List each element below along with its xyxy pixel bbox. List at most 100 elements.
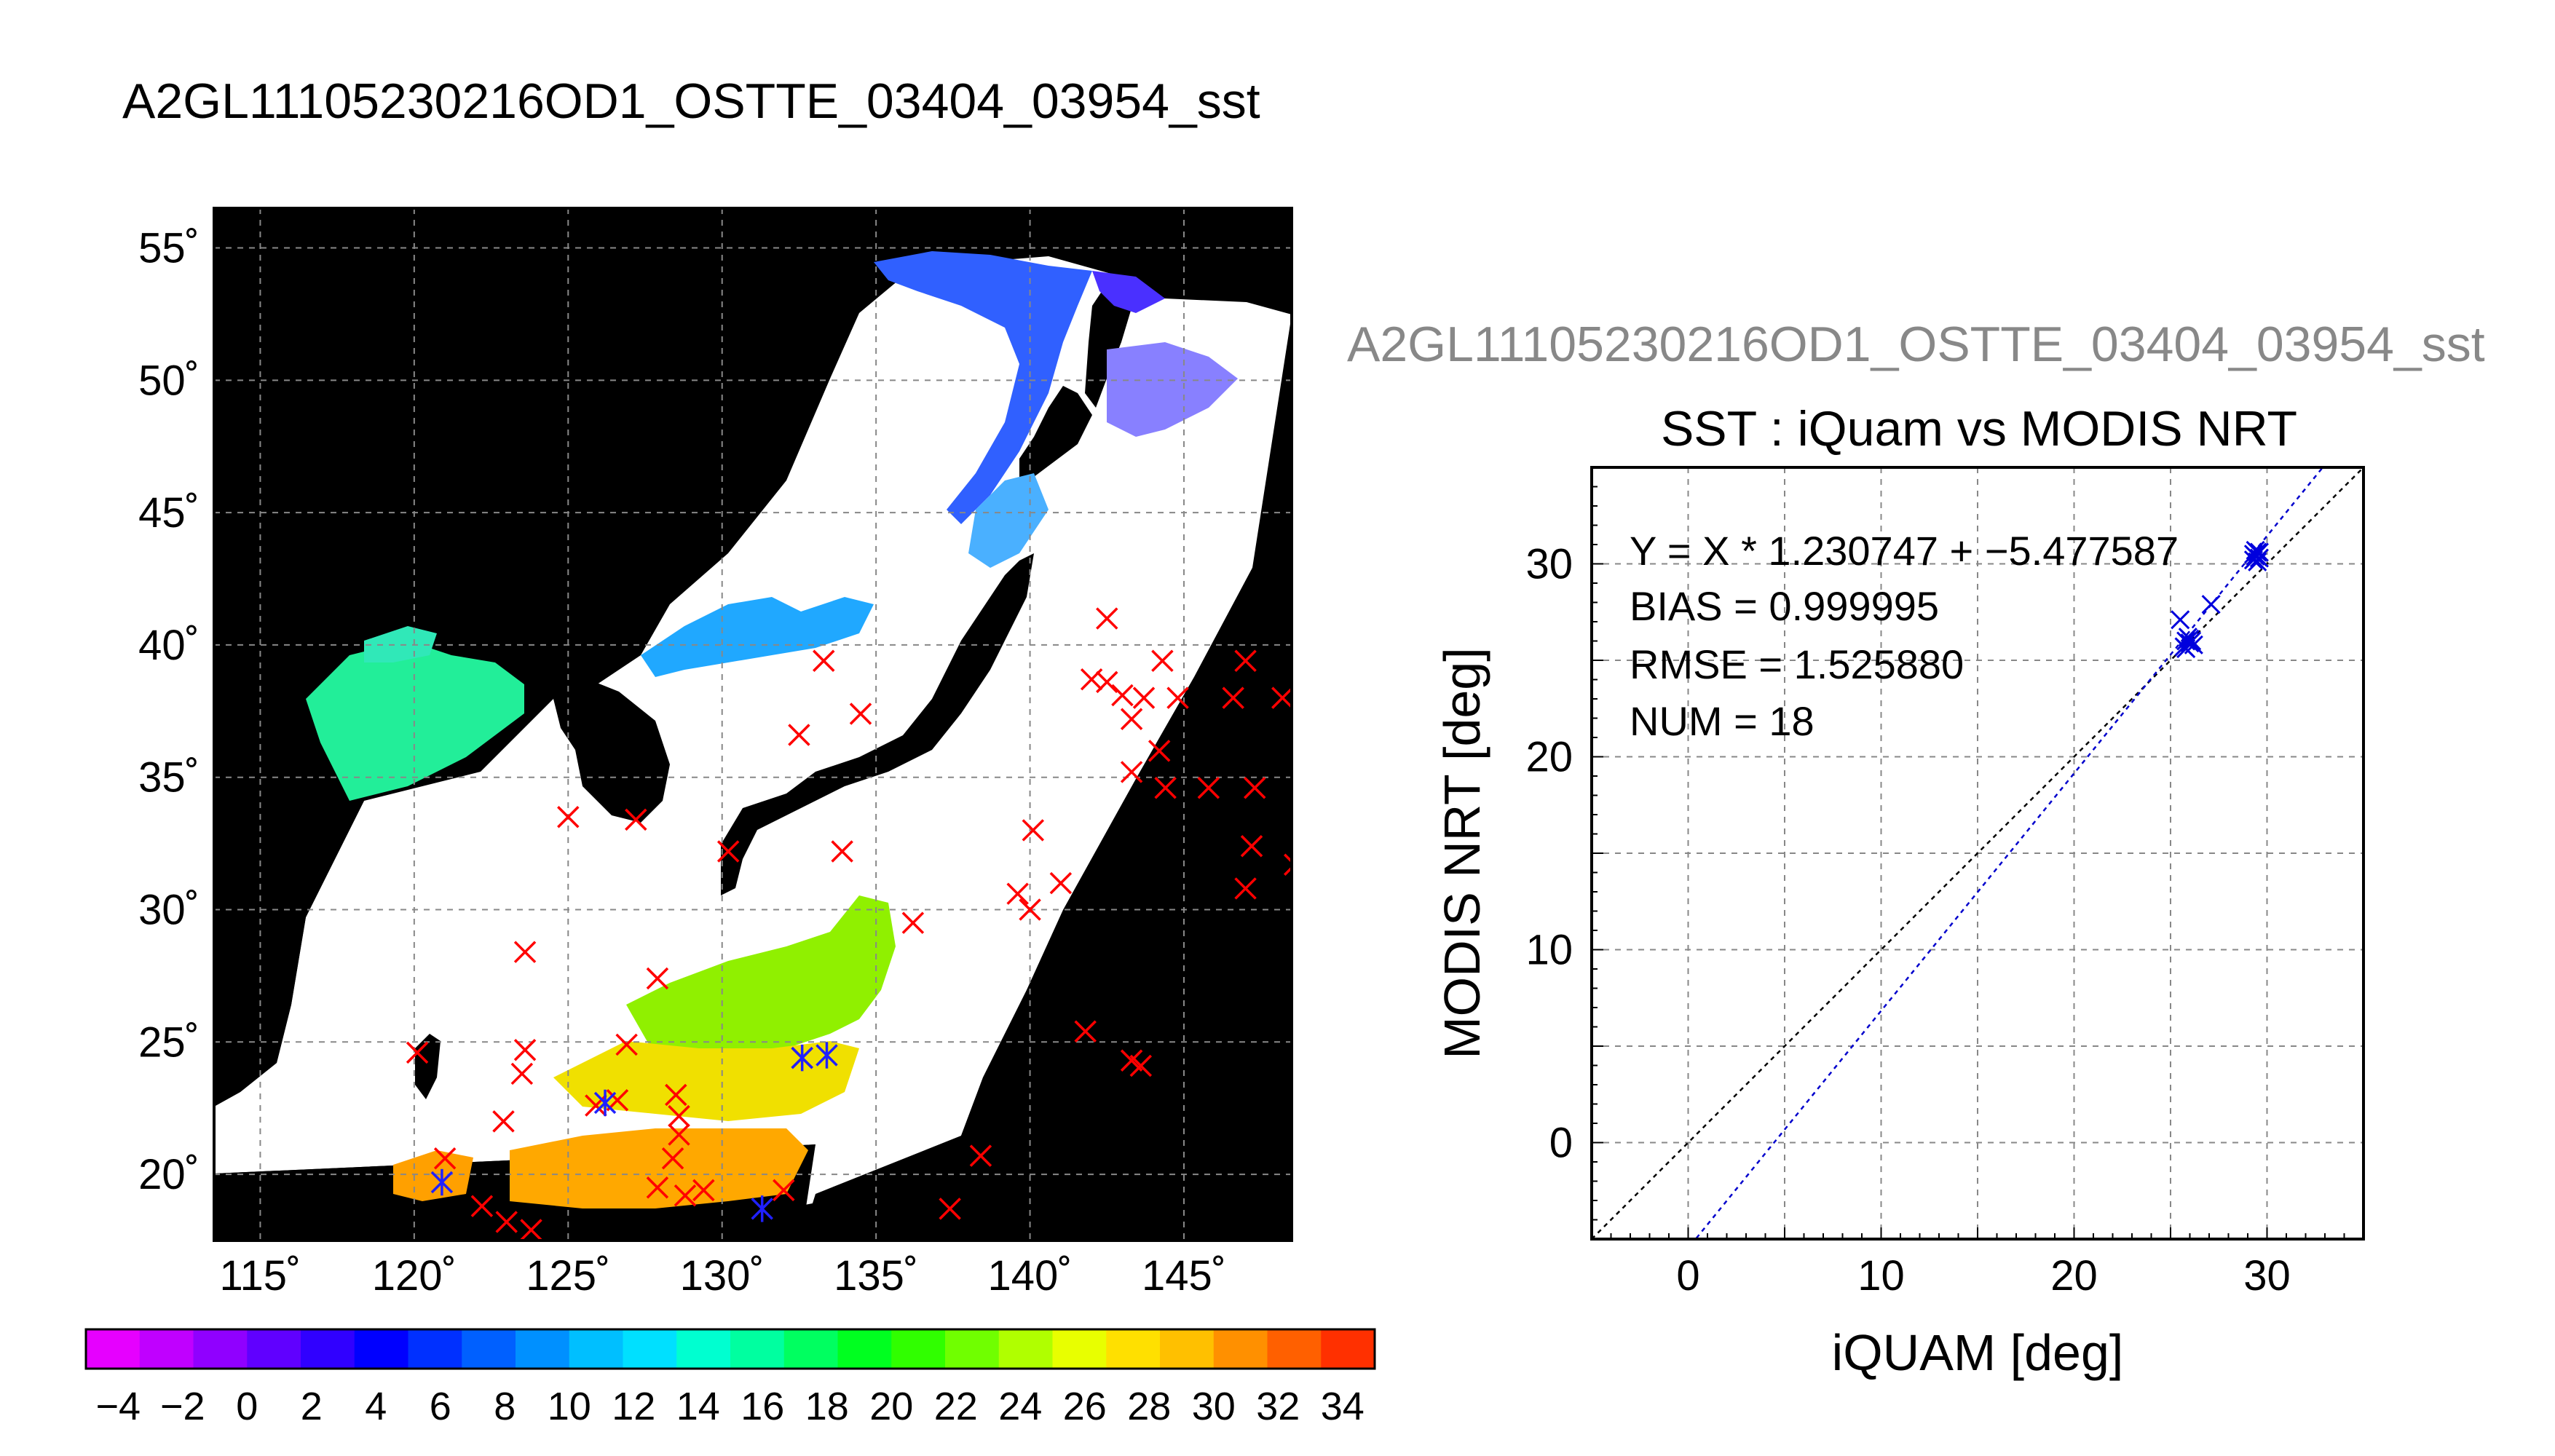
scatter-x-tick-label: 10 <box>1857 1252 1905 1299</box>
map-matchup-red-stroke-b <box>674 1184 697 1207</box>
sst-bohai-yellow-sea <box>306 641 524 801</box>
scatter-point-stroke-b <box>2176 639 2196 659</box>
scatter-y-tick-label: 10 <box>1525 927 1573 974</box>
map-matchup-red-stroke-b <box>668 1104 690 1128</box>
scatter-subtitle: A2GL11105230216OD1_OSTTE_03404_03954_sst <box>1347 317 2485 372</box>
scatter-point <box>2249 542 2269 562</box>
map-matchup-red-stroke-b <box>520 1219 542 1241</box>
colorbar-tick-label: 12 <box>612 1385 655 1428</box>
page-title: A2GL11105230216OD1_OSTTE_03404_03954_sst <box>122 74 1260 129</box>
map-matchup-red-stroke-b <box>831 840 853 863</box>
map-matchup-red-stroke-b <box>668 1123 690 1146</box>
map-matchup-red <box>1096 670 1118 694</box>
colorbar-cell <box>408 1329 463 1369</box>
map-matchup-red <box>1132 687 1156 709</box>
map-matchup-red-stroke-a <box>1283 853 1292 863</box>
map-matchup-red <box>615 1033 638 1056</box>
map-matchup-red <box>849 703 872 725</box>
map-matchup-red-stroke-b <box>495 1211 518 1233</box>
scatter-points <box>2171 540 2269 659</box>
colorbar-tick-label: 4 <box>365 1385 387 1428</box>
map-matchup-red <box>557 806 580 828</box>
map-matchup-blue <box>430 1168 454 1196</box>
scatter-point-stroke-b <box>2243 545 2264 564</box>
colorbar-cell <box>676 1329 731 1369</box>
scatter-point-stroke-b <box>2171 610 2190 630</box>
map-matchup-red <box>513 1038 537 1061</box>
scatter-title: SST : iQuam vs MODIS NRT <box>1661 401 2297 456</box>
colorbar-tick-label: 34 <box>1321 1385 1365 1428</box>
scatter-point <box>2176 639 2196 659</box>
map-matchup-red-stroke-b <box>661 1147 684 1170</box>
map-matchup-red <box>1022 819 1045 842</box>
map-matchup-red <box>788 724 810 746</box>
colorbar-cells <box>86 1329 1375 1369</box>
map-matchup-red-stroke-b <box>665 1083 687 1107</box>
map-matchup-red <box>661 1147 684 1170</box>
sst-south-warm-west <box>393 1150 473 1201</box>
scatter-point-stroke-b <box>2249 548 2269 568</box>
colorbar-tick-label: 28 <box>1127 1385 1171 1428</box>
colorbar-tick-label: 6 <box>430 1385 451 1428</box>
map-matchup-blue <box>816 1042 838 1069</box>
map-matchup-red-stroke-b <box>433 1147 457 1170</box>
map-matchup-red-stroke-b <box>492 1110 515 1133</box>
scatter-lines <box>1592 467 2364 1239</box>
scatter-ylabel: MODIS NRT [deg] <box>1434 647 1490 1059</box>
map-matchup-red-stroke-b <box>646 1176 669 1199</box>
map-y-tick-label: 40˚ <box>138 622 200 669</box>
map-matchup-red-stroke-b <box>939 1198 961 1220</box>
map-matchup-red <box>1148 740 1171 762</box>
map-matchup-red-stroke-b <box>510 1062 534 1085</box>
map-matchup-red <box>1197 777 1220 799</box>
map-matchup-red-stroke-b <box>1148 740 1171 762</box>
map-matchup-red-stroke-b <box>1096 670 1118 694</box>
map-matchup-red-stroke-b <box>1244 777 1266 799</box>
scatter-x-tick-label: 30 <box>2243 1252 2291 1299</box>
scatter-point <box>2182 631 2202 651</box>
scatter-y-tick-label: 20 <box>1525 734 1573 781</box>
map-y-tick-label: 30˚ <box>138 887 200 934</box>
map-matchup-red <box>773 1179 795 1202</box>
land-korea <box>553 677 670 823</box>
out-of-swath-east <box>801 314 1292 1241</box>
map-matchup-red <box>470 1195 494 1217</box>
map-matchup-red-stroke-b <box>1074 1020 1097 1043</box>
annotation-bias: BIAS = 0.999995 <box>1630 583 1939 629</box>
map-matchup-red-stroke-b <box>901 911 925 934</box>
colorbar-cell <box>86 1329 141 1369</box>
scatter-point <box>2243 545 2264 564</box>
scatter-ticks: 0 10 20 30 0 10 20 30 <box>1525 467 2364 1299</box>
map-matchup-red-stroke-b <box>1120 761 1143 783</box>
map-gridlines <box>214 208 1292 1241</box>
map-matchup-red <box>1234 877 1257 900</box>
colorbar-cell <box>1267 1329 1322 1369</box>
colorbar-tick-label: −2 <box>160 1385 205 1428</box>
map-x-tick-label: 125˚ <box>526 1252 610 1299</box>
colorbar-cell <box>1106 1329 1161 1369</box>
map-matchup-red <box>1096 607 1118 630</box>
land-japan-kyushu-honshu <box>721 553 1034 895</box>
map-matchup-red-stroke-b <box>1234 649 1257 672</box>
colorbar-tick-label: 30 <box>1192 1385 1236 1428</box>
map-matchup-red <box>813 649 835 672</box>
map-matchup-red <box>513 941 537 963</box>
map-x-ticks: 115˚ 120˚ 125˚ 130˚ 135˚ 140˚ 145˚ <box>220 1252 1227 1299</box>
colorbar-cell <box>354 1329 409 1369</box>
colorbar-cell <box>891 1329 946 1369</box>
map-matchup-red-stroke-b <box>813 649 835 672</box>
map-matchup-red-stroke-b <box>1197 777 1220 799</box>
colorbar-cell <box>1052 1329 1107 1369</box>
map-matchup-blue <box>751 1195 773 1222</box>
annotation-num: NUM = 18 <box>1630 698 1814 744</box>
colorbar-cell <box>247 1329 301 1369</box>
map-matchup-red-stroke-b <box>788 724 810 746</box>
colorbar-tick-label: 20 <box>869 1385 913 1428</box>
colorbar-cell <box>462 1329 516 1369</box>
scatter-gridlines <box>1592 467 2364 1239</box>
colorbar: −4 −2 0 2 4 6 8 10 12 14 16 18 20 22 24 26 28 30 32 34 <box>84 1328 1376 1428</box>
scatter-point-stroke-b <box>2201 595 2221 614</box>
map-y-tick-label: 20˚ <box>138 1151 200 1198</box>
map-matchup-red <box>1240 835 1263 858</box>
sst-okhotsk-deep <box>1092 271 1165 313</box>
